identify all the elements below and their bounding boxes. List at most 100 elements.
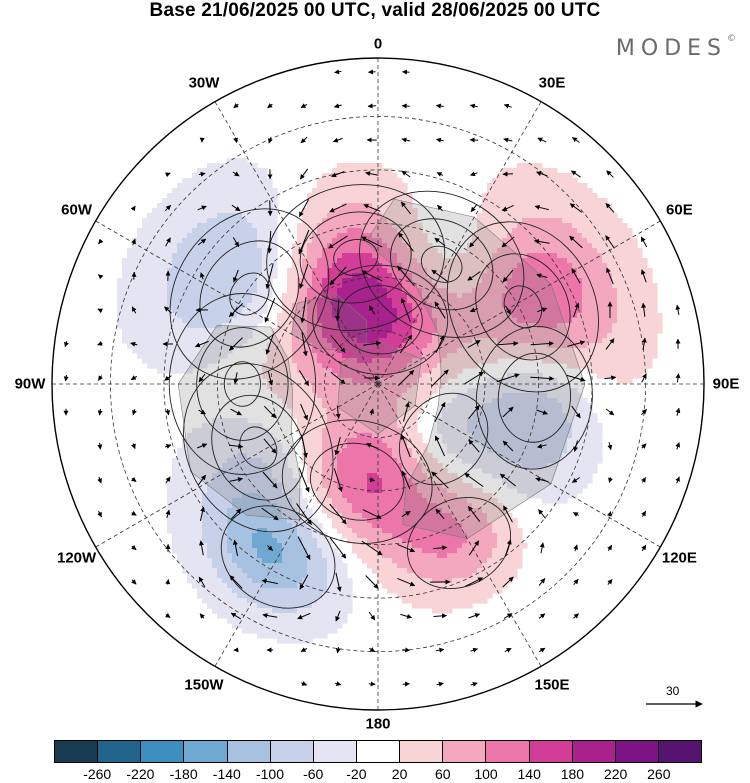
wind-vector [605, 338, 615, 350]
longitude-label: 150W [184, 676, 224, 694]
modes-logo: MODES© [616, 34, 736, 61]
wind-vector [228, 303, 244, 317]
anomaly-shading-layer [117, 158, 663, 644]
wind-vector [199, 613, 205, 619]
wind-vector [368, 681, 376, 687]
wind-vector [230, 508, 242, 520]
wind-vector [434, 301, 446, 319]
colorbar-swatch [184, 741, 228, 762]
ridge-north-atlantic-contour [333, 239, 379, 276]
reference-vector-label: 30 [666, 684, 680, 698]
trough-gulf-of-alaska-contour [239, 426, 278, 469]
wind-vector [434, 435, 446, 457]
wind-vector [131, 510, 137, 516]
colorbar-swatch [141, 741, 185, 762]
wind-vector [335, 572, 342, 592]
wind-vector [263, 438, 277, 454]
meridian-line [377, 383, 663, 549]
wind-vector [330, 371, 346, 385]
wind-vector [641, 337, 647, 351]
wind-vector [435, 335, 445, 353]
colorbar-tick-label: 60 [435, 766, 451, 782]
wind-vector [467, 339, 481, 349]
wind-vector [607, 511, 612, 517]
wind-vector [197, 238, 207, 246]
colorbar-swatch [98, 741, 142, 762]
wind-vector [538, 578, 546, 586]
wind-vector [437, 204, 443, 212]
wind-vector [571, 268, 581, 284]
wind-vector [470, 203, 478, 213]
wind-vector [464, 472, 484, 488]
wind-vector [329, 503, 347, 525]
wind-vector [198, 373, 206, 383]
wind-vector [539, 542, 545, 554]
colorbar-tick-label: 180 [560, 766, 585, 782]
wind-vector [397, 577, 416, 587]
wind-vector [164, 306, 172, 314]
wind-vector [233, 372, 239, 385]
wind-vector [503, 613, 513, 619]
reference-vector-arrow [646, 700, 703, 708]
wind-vector [164, 205, 172, 211]
wind-vector [329, 203, 347, 213]
colorbar-tick-label: 100 [474, 766, 498, 782]
wind-vector [363, 204, 381, 212]
wind-vector [268, 136, 273, 144]
wind-vector [335, 610, 341, 622]
wind-vector [264, 297, 276, 323]
wind-vector [536, 171, 548, 177]
wind-vector [298, 229, 310, 255]
trough-central-siberia-contour [475, 325, 593, 470]
wind-vector [232, 539, 238, 556]
wind-vector [335, 647, 341, 654]
wind-vector [605, 203, 615, 213]
ridge-north-america-contour [196, 327, 289, 441]
wind-vector [369, 477, 376, 482]
map-boundary [51, 57, 705, 711]
wind-vector [607, 442, 613, 451]
wind-vector [398, 232, 414, 252]
wind-vector [97, 375, 103, 381]
wind-vector [431, 471, 449, 489]
wind-vector [131, 544, 137, 551]
parallel-circle [270, 276, 486, 492]
wind-vector [197, 205, 207, 211]
wind-vector [265, 333, 274, 355]
wind-vector [97, 340, 103, 346]
trough-atlantic-south-greenland-contour [199, 240, 300, 348]
wind-vector [431, 369, 449, 387]
wind-vector [267, 230, 273, 254]
wind-vector [566, 374, 586, 382]
wind-vector [229, 575, 243, 589]
wind-vector [265, 263, 274, 290]
wind-vector [533, 238, 550, 244]
meridian-line [93, 219, 379, 385]
wind-vector [301, 332, 308, 357]
wind-vector [368, 305, 376, 315]
wind-vector [435, 508, 445, 520]
wind-vector [641, 544, 647, 552]
wind-vector [435, 103, 444, 109]
wind-vector [465, 577, 484, 587]
wind-vector [605, 235, 615, 249]
wind-vector [573, 578, 579, 586]
wind-vector [504, 539, 512, 557]
wind-vector [229, 443, 244, 449]
wind-vector [497, 341, 519, 347]
wind-vector [164, 444, 172, 449]
wind-vector [536, 443, 547, 449]
parallel-circle [324, 330, 432, 438]
wind-vector [300, 297, 307, 324]
wind-vector [97, 510, 102, 518]
landmass-layer [177, 198, 586, 539]
longitude-label: 150E [534, 676, 570, 694]
wind-vector [400, 201, 412, 215]
wind-vector [436, 681, 444, 687]
wind-vector [436, 647, 445, 653]
wind-vector [535, 477, 549, 483]
colorbar-swatch [658, 741, 702, 762]
wind-vector [165, 409, 171, 416]
wind-vector [198, 171, 206, 177]
